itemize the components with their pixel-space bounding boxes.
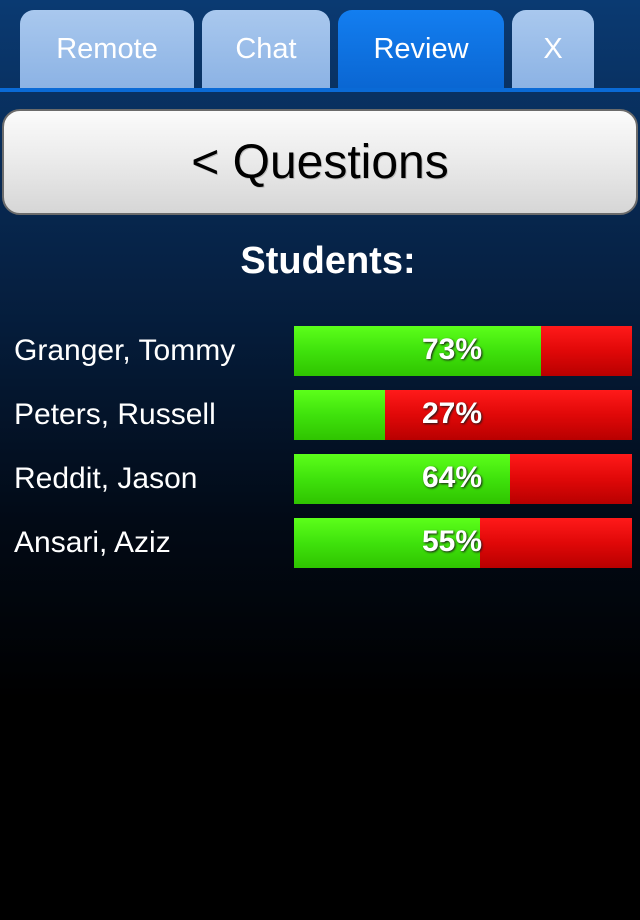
score-label: 73% [421, 333, 483, 366]
student-row[interactable]: Reddit, Jason 64% [0, 454, 640, 506]
score-fill-correct [294, 454, 511, 504]
score-bar: 73% [294, 326, 632, 376]
tab-chat[interactable]: Chat [202, 10, 330, 90]
tab-remote[interactable]: Remote [20, 10, 194, 90]
student-row[interactable]: Ansari, Aziz 55% [0, 518, 640, 570]
student-name: Peters, Russell [14, 398, 216, 431]
student-name: Ansari, Aziz [14, 526, 171, 559]
score-fill-correct [294, 326, 541, 376]
tab-bar: Remote Chat Review X [0, 0, 640, 92]
score-label: 55% [421, 525, 483, 558]
tab-review[interactable]: Review [338, 10, 504, 90]
back-to-questions-button[interactable]: < Questions [2, 109, 638, 215]
score-bar: 55% [294, 518, 632, 568]
tab-close[interactable]: X [512, 10, 594, 90]
score-label: 27% [421, 397, 483, 430]
score-label: 64% [421, 461, 483, 494]
tab-underline [0, 88, 640, 92]
score-fill-correct [294, 518, 480, 568]
students-heading: Students: [240, 240, 416, 282]
student-name: Granger, Tommy [14, 334, 236, 367]
student-row[interactable]: Peters, Russell 27% [0, 390, 640, 442]
score-bar: 64% [294, 454, 632, 504]
student-name: Reddit, Jason [14, 462, 198, 495]
back-button-label: < Questions [191, 135, 449, 189]
score-fill-correct [294, 390, 386, 440]
score-bar: 27% [294, 390, 632, 440]
student-row[interactable]: Granger, Tommy 73% [0, 326, 640, 378]
